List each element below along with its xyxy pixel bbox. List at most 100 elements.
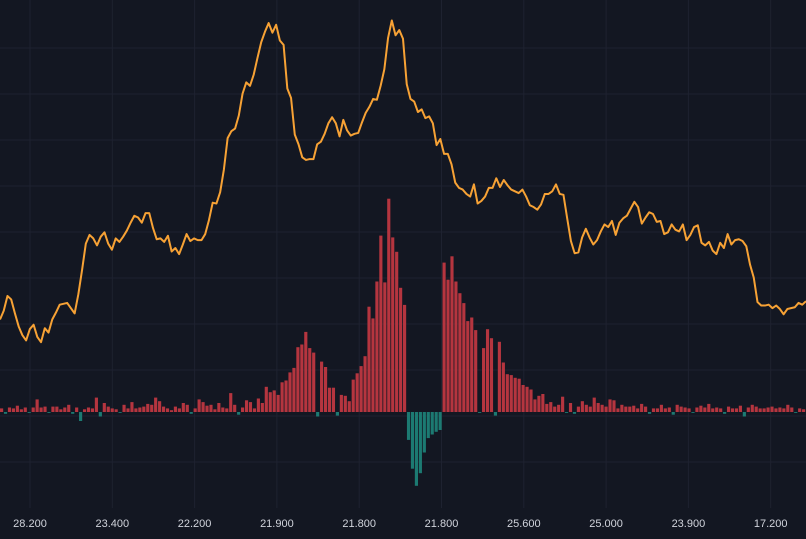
volume-bar: [280, 382, 284, 412]
volume-bar: [632, 405, 636, 412]
volume-bar: [347, 401, 351, 412]
volume-bar: [209, 404, 213, 412]
volume-bar: [715, 407, 719, 412]
volume-bar: [316, 412, 320, 417]
volume-bar: [19, 409, 23, 412]
volume-bar: [549, 402, 553, 412]
volume-bar: [770, 406, 774, 412]
volume-bar: [470, 317, 474, 412]
volume-bar: [521, 385, 525, 412]
volume-bar: [561, 396, 565, 412]
volume-bar: [513, 377, 517, 412]
volume-bar: [485, 329, 490, 412]
volume-bar: [687, 408, 691, 412]
volume-bar: [434, 412, 438, 432]
volume-bar: [71, 412, 75, 414]
volume-bar: [35, 399, 39, 412]
volume-bar: [122, 404, 126, 412]
volume-bar: [489, 338, 494, 412]
volume-bar: [165, 408, 170, 412]
volume-bar: [462, 303, 466, 412]
volume-bar: [43, 406, 47, 412]
volume-bar: [572, 412, 577, 414]
volume-bar: [146, 403, 150, 412]
volume-bar: [695, 407, 699, 412]
x-tick-label: 23.900: [672, 518, 706, 530]
volume-bar: [205, 405, 209, 412]
x-tick-label: 28.200: [13, 518, 47, 530]
volume-bar: [438, 412, 442, 430]
x-tick-label: 17.200: [754, 518, 788, 530]
volume-bar: [604, 406, 608, 412]
volume-bar: [217, 403, 221, 412]
volume-bar: [7, 407, 12, 412]
volume-bar: [640, 403, 644, 412]
volume-bar: [331, 387, 336, 412]
volume-bar: [790, 407, 794, 412]
volume-bar: [403, 304, 407, 412]
volume-bar: [300, 344, 304, 412]
volume-bar: [474, 330, 478, 412]
price-line: [0, 19, 806, 344]
volume-bar: [399, 287, 403, 412]
volume-bar: [655, 408, 660, 412]
volume-bar: [410, 412, 415, 469]
volume-bar: [15, 405, 19, 412]
volume-bar: [272, 390, 276, 412]
volume-bar: [612, 400, 616, 412]
volume-bar: [248, 402, 253, 412]
volume-bars: [0, 198, 806, 486]
volume-bar: [754, 406, 758, 412]
volume-bar: [766, 407, 770, 412]
volume-bar: [0, 408, 4, 412]
volume-bar: [114, 409, 118, 412]
volume-bar: [244, 400, 249, 412]
volume-bar: [256, 398, 260, 412]
volume-bar: [383, 282, 387, 412]
volume-bar: [367, 306, 371, 412]
volume-bar: [734, 408, 739, 412]
volume-bar: [55, 406, 59, 412]
volume-bar: [213, 409, 217, 412]
volume-bar: [466, 321, 470, 412]
volume-bar: [730, 408, 735, 412]
volume-bar: [616, 408, 620, 412]
volume-bar: [90, 408, 95, 412]
volume-bar: [371, 318, 375, 412]
volume-bar: [588, 406, 592, 412]
volume-bar: [118, 412, 122, 413]
volume-bar: [379, 235, 383, 412]
volume-bar: [323, 367, 328, 412]
volume-bar: [98, 412, 102, 417]
volume-bar: [102, 403, 106, 412]
volume-bar: [241, 407, 245, 412]
x-tick-label: 21.900: [260, 518, 294, 530]
volume-bar: [442, 262, 446, 412]
volume-bar: [533, 399, 537, 412]
volume-bar: [79, 412, 83, 421]
volume-bar: [703, 407, 707, 412]
volume-bar: [679, 406, 683, 412]
x-tick-label: 21.800: [342, 518, 376, 530]
volume-bar: [742, 412, 746, 417]
volume-bar: [553, 406, 557, 412]
x-tick-label: 23.400: [95, 518, 129, 530]
volume-bar: [82, 409, 87, 412]
volume-bar: [671, 412, 675, 415]
volume-bar: [391, 237, 395, 412]
volume-bar: [221, 407, 225, 412]
volume-bar: [23, 407, 27, 412]
x-axis: 28.200 23.400 22.200 21.900 21.800 21.800 25.6…: [13, 518, 787, 530]
volume-bar: [406, 412, 411, 440]
volume-bar: [387, 198, 391, 412]
volume-bar: [110, 408, 114, 412]
volume-bar: [106, 406, 110, 412]
volume-bar: [312, 352, 316, 412]
volume-bar: [177, 408, 181, 412]
volume-bar: [580, 401, 584, 412]
volume-bar: [774, 408, 778, 412]
volume-bar: [636, 408, 640, 412]
volume-bar: [126, 408, 130, 412]
volume-bar: [75, 407, 79, 412]
